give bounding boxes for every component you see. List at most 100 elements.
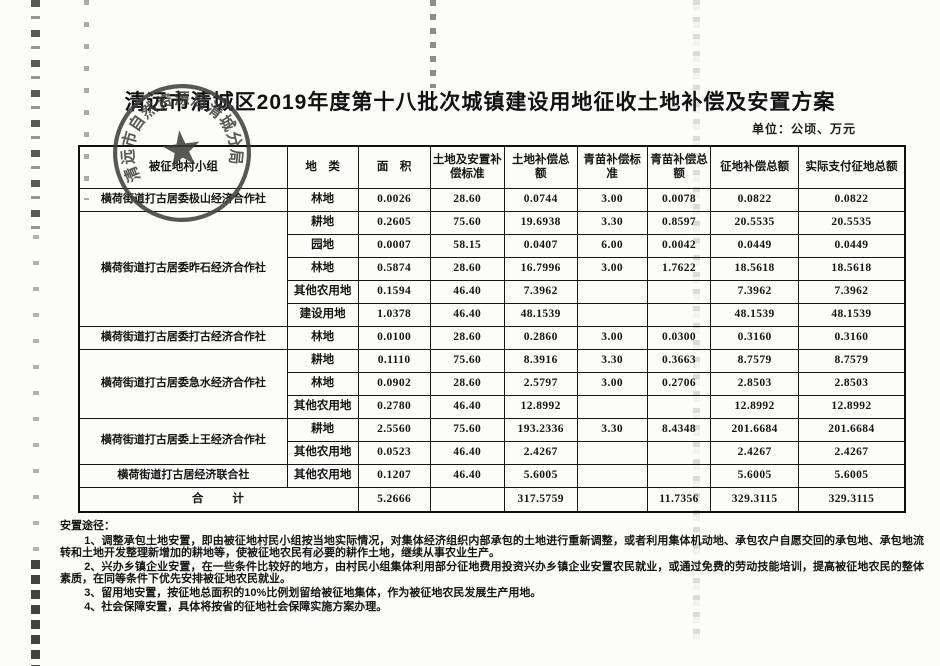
- area-cell: 0.1110: [357, 348, 431, 373]
- table-row: 其他农用地 0.2780 46.40 12.8992 12.8992 12.89…: [79, 394, 906, 419]
- seedling-total-cell: 0.0300: [646, 325, 712, 350]
- table-row: 横荷街道打古居经济联合社 其他农用地 0.1207 46.40 5.6005 5…: [78, 463, 906, 488]
- expro-total-cell: 2.8503: [710, 371, 799, 396]
- total-standard-cell: [429, 486, 505, 513]
- total-expro-total-cell: 329.3115: [710, 486, 799, 513]
- area-cell: 0.0026: [357, 187, 431, 212]
- seedling-standard-cell: 3.30: [576, 417, 648, 442]
- header-row: 被征地村小组 地 类 面 积 土地及安置补偿标准 土地补偿总额 青苗补偿标准 青…: [78, 145, 906, 189]
- expro-total-cell: 0.0822: [710, 187, 799, 212]
- land-type-cell: 林地: [286, 371, 359, 396]
- total-seedling-total-cell: 11.7356: [646, 486, 712, 513]
- village-cell: 横荷街道打古居委上王经济合作社: [78, 417, 288, 465]
- seedling-total-cell: [646, 279, 712, 304]
- table-row: 园地 0.0007 58.15 0.0407 6.00 0.0042 0.044…: [79, 233, 906, 258]
- table-row: 林地 0.5874 28.60 16.7996 3.00 1.7622 18.5…: [79, 256, 906, 281]
- seedling-standard-cell: [576, 279, 648, 304]
- seedling-total-cell: 0.3663: [646, 348, 712, 373]
- land-comp-cell: 5.6005: [503, 463, 578, 488]
- land-comp-cell: 8.3916: [503, 348, 578, 373]
- land-comp-cell: 12.8992: [503, 394, 578, 419]
- land-type-cell: 其他农用地: [286, 440, 359, 465]
- expro-total-cell: 48.1539: [710, 302, 799, 327]
- note-item-2: 2、兴办乡镇企业安置，在一些条件比较好的地方，由村民小组集体利用部分征地费用投资…: [60, 560, 924, 586]
- paid-total-cell: 18.5618: [797, 256, 906, 281]
- resettlement-notes: 安置途径： 1、调整承包土地安置，即由被征地村民小组按当地实际情况，对集体经济组…: [60, 520, 924, 614]
- land-type-cell: 耕地: [286, 348, 359, 373]
- land-type-cell: 建设用地: [286, 302, 359, 327]
- seedling-total-cell: 0.2706: [646, 371, 712, 396]
- seedling-standard-cell: [576, 463, 648, 488]
- note-item-4: 4、社会保障安置，具体将按省的征地社会保障实施方案办理。: [84, 600, 388, 613]
- area-cell: 0.0007: [357, 233, 431, 258]
- village-cell: 横荷街道打古居委昨石经济合作社: [78, 210, 288, 327]
- paid-total-cell: 0.0449: [797, 233, 906, 258]
- village-cell: 横荷街道打古居委极山经济合作社: [78, 187, 288, 212]
- notes-title: 安置途径：: [60, 520, 115, 532]
- expro-total-cell: 18.5618: [710, 256, 799, 281]
- seedling-standard-cell: 3.00: [576, 371, 648, 396]
- seedling-standard-cell: 3.00: [576, 325, 648, 350]
- paid-total-cell: 20.5535: [797, 210, 906, 235]
- standard-cell: 46.40: [429, 463, 505, 488]
- header-comp-standard: 土地及安置补偿标准: [429, 145, 505, 189]
- seedling-total-cell: [646, 394, 712, 419]
- table-row: 林地 0.0902 28.60 2.5797 3.00 0.2706 2.850…: [79, 371, 906, 396]
- standard-cell: 46.40: [429, 279, 505, 304]
- seedling-standard-cell: 3.00: [576, 256, 648, 281]
- standard-cell: 46.40: [429, 440, 505, 465]
- standard-cell: 28.60: [429, 256, 505, 281]
- expro-total-cell: 0.3160: [710, 325, 799, 350]
- seedling-standard-cell: 6.00: [576, 233, 648, 258]
- total-row: 合 计 5.2666 317.5759 11.7356 329.3115 329…: [78, 486, 906, 513]
- total-paid-total-cell: 329.3115: [797, 486, 906, 513]
- paid-total-cell: 5.6005: [797, 463, 906, 488]
- scan-noise-left-middle: [33, 235, 39, 565]
- expro-total-cell: 7.3962: [710, 279, 799, 304]
- seedling-total-cell: [646, 440, 712, 465]
- document-title: 清远市清城区2019年度第十八批次城镇建设用地征收土地补偿及安置方案: [124, 91, 836, 114]
- expro-total-cell: 0.0449: [710, 233, 799, 258]
- total-area-cell: 5.2666: [357, 486, 431, 513]
- table-row: 横荷街道打古居委打古经济合作社 林地 0.0100 28.60 0.2860 3…: [78, 325, 906, 350]
- land-type-cell: 林地: [286, 325, 359, 350]
- expro-total-cell: 2.4267: [710, 440, 799, 465]
- paid-total-cell: 0.3160: [797, 325, 906, 350]
- header-area: 面 积: [357, 145, 431, 189]
- table-row: 横荷街道打古居委急水经济合作社 耕地 0.1110 75.60 8.3916 3…: [78, 348, 906, 419]
- header-land-comp-total: 土地补偿总额: [503, 145, 578, 189]
- expro-total-cell: 201.6684: [710, 417, 799, 442]
- land-type-cell: 耕地: [286, 417, 359, 442]
- paid-total-cell: 12.8992: [797, 394, 906, 419]
- standard-cell: 28.60: [429, 371, 505, 396]
- seedling-total-cell: [646, 302, 712, 327]
- standard-cell: 75.60: [429, 417, 505, 442]
- seedling-total-cell: [646, 463, 712, 488]
- village-cell: 横荷街道打古居委打古经济合作社: [78, 325, 288, 350]
- unit-label: 单位：公顷、万元: [752, 122, 857, 136]
- paid-total-cell: 8.7579: [797, 348, 906, 373]
- compensation-table: 被征地村小组 地 类 面 积 土地及安置补偿标准 土地补偿总额 青苗补偿标准 青…: [78, 145, 906, 513]
- seedling-standard-cell: 3.30: [576, 210, 648, 235]
- village-cell: 横荷街道打古居经济联合社: [78, 463, 288, 488]
- paid-total-cell: 201.6684: [797, 417, 906, 442]
- land-comp-cell: 48.1539: [503, 302, 578, 327]
- header-seedling-standard: 青苗补偿标准: [576, 145, 648, 189]
- seedling-total-cell: 0.0078: [646, 187, 712, 212]
- area-cell: 0.0902: [357, 371, 431, 396]
- expro-total-cell: 5.6005: [710, 463, 799, 488]
- standard-cell: 28.60: [429, 325, 505, 350]
- area-cell: 0.0523: [357, 440, 431, 465]
- table-row: 其他农用地 0.1594 46.40 7.3962 7.3962 7.3962: [79, 279, 906, 304]
- standard-cell: 46.40: [429, 394, 505, 419]
- land-comp-cell: 0.2860: [503, 325, 578, 350]
- paid-total-cell: 2.4267: [797, 440, 906, 465]
- seedling-standard-cell: 3.00: [576, 187, 648, 212]
- table-row: 横荷街道打古居委昨石经济合作社 耕地 0.2605 75.60 19.6938 …: [78, 210, 906, 327]
- total-label-cell: 合 计: [78, 486, 359, 513]
- area-cell: 0.2780: [357, 394, 431, 419]
- land-type-cell: 其他农用地: [286, 463, 359, 488]
- village-cell: 横荷街道打古居委急水经济合作社: [78, 348, 288, 419]
- header-village: 被征地村小组: [78, 145, 288, 189]
- total-seedling-standard-cell: [576, 486, 648, 513]
